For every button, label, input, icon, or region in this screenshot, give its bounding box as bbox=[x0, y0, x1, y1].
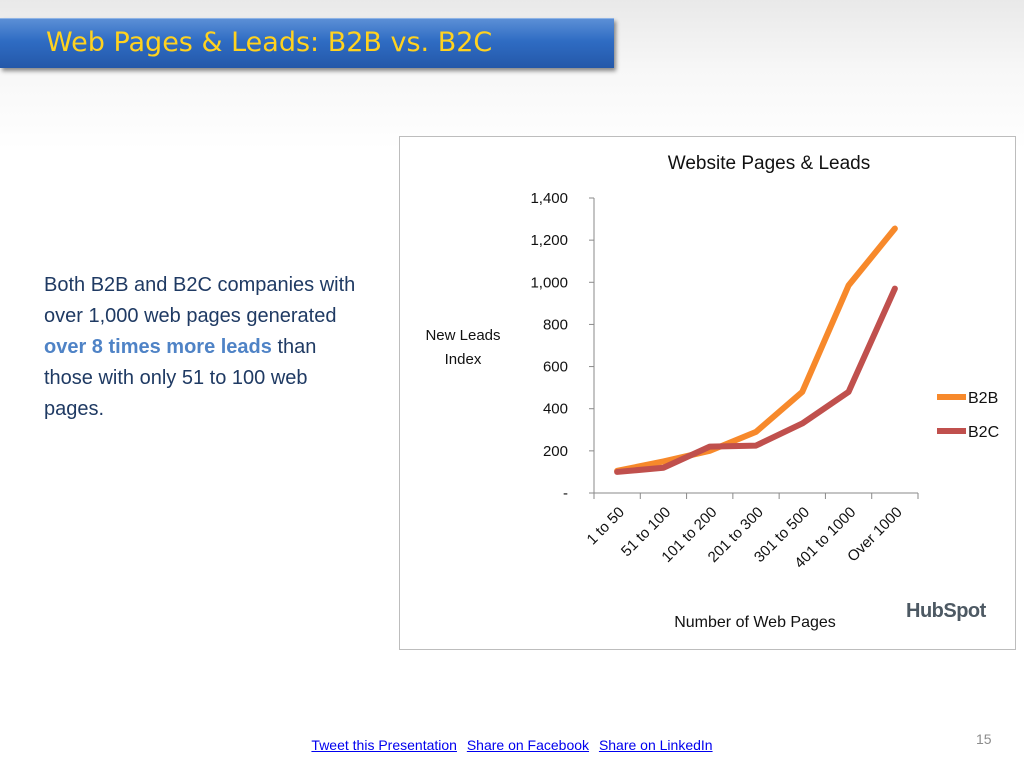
y-axis-label: New Leads Index bbox=[425, 327, 500, 368]
data-point-b2b bbox=[662, 460, 664, 462]
series-line-b2b bbox=[614, 225, 898, 474]
data-point-b2c bbox=[662, 467, 664, 469]
legend-label-b2b: B2B bbox=[968, 390, 998, 407]
y-tick-label: 600 bbox=[543, 359, 568, 376]
chart-title: Website Pages & Leads bbox=[668, 153, 870, 174]
y-tick-label: 400 bbox=[543, 401, 568, 418]
y-tick-label: 800 bbox=[543, 316, 568, 333]
y-tick-label: 1,000 bbox=[530, 274, 568, 291]
data-point-b2c bbox=[616, 471, 618, 473]
footer-links: Tweet this Presentation Share on Faceboo… bbox=[0, 737, 1024, 753]
y-tick-label: 1,400 bbox=[530, 190, 568, 207]
chart-container: Website Pages & Leads New Leads Index Num… bbox=[399, 136, 1016, 650]
y-tick-label: - bbox=[563, 485, 568, 502]
series-line-b2c bbox=[614, 285, 898, 475]
body-text-part1: Both B2B and B2C companies with over 1,0… bbox=[44, 274, 356, 327]
data-point-b2b bbox=[801, 391, 803, 393]
slide-title: Web Pages & Leads: B2B vs. B2C bbox=[46, 27, 493, 58]
data-point-b2b bbox=[755, 431, 757, 433]
y-tick-label: 200 bbox=[543, 443, 568, 460]
linkedin-share-link[interactable]: Share on LinkedIn bbox=[598, 737, 713, 753]
legend-label-b2c: B2C bbox=[968, 424, 999, 441]
line-chart: Website Pages & Leads New Leads Index Num… bbox=[425, 153, 999, 631]
x-tick-label: 1 to 50 bbox=[584, 504, 628, 548]
slide-body-text: Both B2B and B2C companies with over 1,0… bbox=[44, 270, 364, 425]
x-axis-label: Number of Web Pages bbox=[674, 614, 836, 631]
chart-legend: B2B B2C bbox=[937, 390, 999, 441]
logo-text: HubSpot bbox=[906, 600, 986, 622]
body-text-highlight: over 8 times more leads bbox=[44, 336, 272, 358]
slide-title-bar: Web Pages & Leads: B2B vs. B2C bbox=[0, 18, 614, 68]
data-point-b2b bbox=[848, 284, 850, 286]
body-text-part2: than those with only 51 to 100 web pages… bbox=[44, 336, 317, 420]
data-point-b2c bbox=[848, 391, 850, 393]
data-point-b2b bbox=[709, 450, 711, 452]
tweet-link[interactable]: Tweet this Presentation bbox=[311, 737, 457, 753]
y-tick-label: 1,200 bbox=[530, 232, 568, 249]
data-point-b2c bbox=[801, 422, 803, 424]
hubspot-logo: HubSpot bbox=[906, 600, 986, 623]
data-point-b2b bbox=[894, 228, 896, 230]
y-axis-label-line: New Leads bbox=[425, 327, 500, 344]
facebook-share-link[interactable]: Share on Facebook bbox=[466, 737, 590, 753]
chart-series bbox=[614, 225, 898, 475]
y-axis-label-line: Index bbox=[445, 351, 482, 368]
data-point-b2c bbox=[709, 446, 711, 448]
data-point-b2c bbox=[894, 288, 896, 290]
data-point-b2c bbox=[755, 445, 757, 447]
page-number: 15 bbox=[976, 731, 992, 747]
